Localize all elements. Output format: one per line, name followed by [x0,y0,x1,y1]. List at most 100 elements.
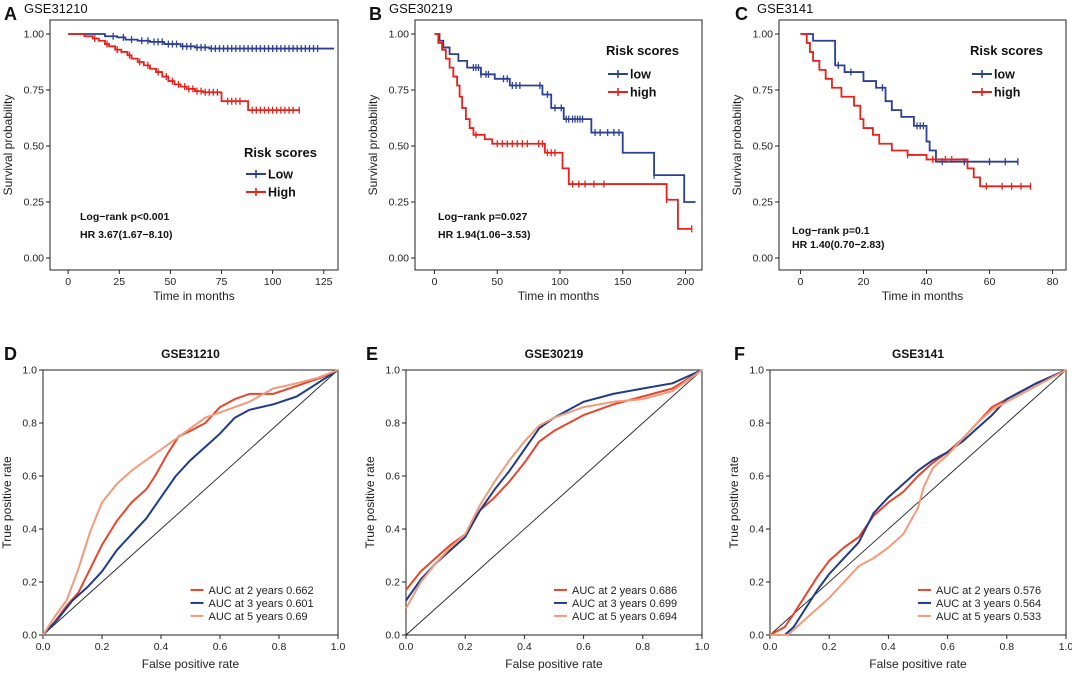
x-tick-label: 0 [798,276,804,288]
diagonal-reference-line [405,369,703,636]
y-tick-label: 0.8 [749,418,764,430]
km-panel-a: A GSE31210 0 25 50 75 100 125 0.00 0.25 0.50 0.75 1.… [1,1,339,303]
y-tick-label: 0.0 [385,630,400,642]
roc-curve-3 [770,369,1067,636]
plot-frame [42,369,339,636]
y-tick-label: 0.4 [22,524,37,536]
roc-panel-f: F GSE3141 0.0 0.2 0.4 0.6 0.8 1.0 0.0 0.2 0.4 0.6 0.… [727,344,1072,671]
legend-label: High [268,186,296,200]
x-tick-label: 50 [491,276,503,288]
y-tick-label: 0.6 [22,471,37,483]
legend-title: Risk scores [970,43,1043,58]
y-tick-label: 1.0 [749,365,764,377]
panel-title: GSE31210 [161,347,220,361]
x-axis-label: False positive rate [869,657,967,671]
x-tick-label: 1.0 [331,641,346,653]
x-tick-label: 1.0 [1059,641,1072,653]
x-tick-label: 0.4 [154,641,169,653]
y-tick-label: 0.50 [389,141,410,153]
y-tick-label: 1.00 [389,29,410,41]
x-tick-label: 25 [113,276,125,288]
y-tick-label: 0.75 [753,85,774,97]
survival-curve-high [434,33,692,230]
legend-label: AUC at 5 years 0.533 [936,611,1041,623]
y-tick-label: 0.2 [385,577,400,589]
x-tick-label: 0.0 [399,641,414,653]
panel-letter: C [735,4,748,24]
y-tick-label: 0.8 [385,418,400,430]
x-axis-label: False positive rate [142,657,240,671]
legend-label: AUC at 2 years 0.662 [209,585,314,597]
plot-frame [414,19,703,271]
legend-label: AUC at 3 years 0.601 [209,598,314,610]
y-tick-label: 0.0 [749,630,764,642]
survival-curve-low [434,33,696,203]
y-axis-label: Survival probability [1,95,15,196]
roc-curve-2 [42,369,339,636]
panel-title: GSE30219 [389,1,453,16]
roc-curve-2 [770,369,1067,636]
x-tick-label: 0.4 [881,641,896,653]
logrank-p-value: Log−rank p=0.027 [438,211,527,223]
y-tick-label: 1.00 [24,29,45,41]
panel-title: GSE3141 [892,347,944,361]
x-tick-label: 0.6 [576,641,591,653]
y-tick-label: 0.4 [749,524,764,536]
y-tick-label: 0.25 [389,197,410,209]
x-tick-label: 0 [432,276,438,288]
panel-title: GSE30219 [525,347,584,361]
legend-label: AUC at 5 years 0.694 [572,611,677,623]
plot-frame [778,19,1067,271]
y-tick-label: 0.25 [753,197,774,209]
x-tick-label: 0.2 [458,641,473,653]
x-tick-label: 150 [614,276,632,288]
x-tick-label: 0.8 [635,641,650,653]
x-axis-label: Time in months [153,289,235,303]
x-axis-label: Time in months [882,289,964,303]
legend-label: low [994,68,1015,82]
x-tick-label: 1.0 [695,641,710,653]
plot-frame [405,369,703,636]
x-axis-label: Time in months [518,289,600,303]
x-tick-label: 50 [165,276,177,288]
y-tick-label: 0.6 [385,471,400,483]
x-tick-label: 40 [921,276,933,288]
y-tick-label: 0.0 [22,630,37,642]
y-tick-label: 0.00 [24,253,45,265]
legend-label: AUC at 2 years 0.686 [572,585,677,597]
logrank-p-value: Log−rank p<0.001 [80,211,169,223]
y-tick-label: 1.0 [22,365,37,377]
roc-panel-d: D GSE31210 0.0 0.2 0.4 0.6 0.8 1.0 0.0 0.2 0.4 0.6 0… [0,344,345,671]
x-tick-label: 0.6 [940,641,955,653]
diagonal-reference-line [42,369,339,636]
legend-label: AUC at 5 years 0.69 [209,611,308,623]
x-tick-label: 0 [65,276,71,288]
y-tick-label: 0.75 [24,85,45,97]
y-axis-label: True positive rate [363,456,377,549]
y-tick-label: 0.00 [389,253,410,265]
y-tick-label: 0.4 [385,524,400,536]
x-tick-label: 0.0 [763,641,778,653]
roc-curve-3 [405,369,703,609]
x-tick-label: 125 [315,276,333,288]
panel-letter: A [4,4,17,24]
x-tick-label: 100 [264,276,282,288]
x-tick-label: 0.6 [213,641,228,653]
x-tick-label: 200 [677,276,695,288]
survival-curve-high [68,33,300,112]
survival-curve-low [800,33,1018,163]
km-panel-b: B GSE30219 0 50 100 150 200 0.00 0.25 0.50 0.75 1.0… [366,1,703,303]
y-tick-label: 0.8 [22,418,37,430]
hazard-ratio: HR 1.94(1.06−3.53) [438,229,531,241]
x-tick-label: 0.8 [999,641,1014,653]
y-tick-label: 0.25 [24,197,45,209]
x-tick-label: 0.2 [822,641,837,653]
x-tick-label: 0.4 [517,641,532,653]
y-axis-label: True positive rate [727,456,741,549]
x-tick-label: 0.2 [95,641,110,653]
panel-letter: D [4,344,17,364]
y-tick-label: 0.50 [753,141,774,153]
y-tick-label: 0.2 [749,577,764,589]
x-tick-label: 100 [551,276,569,288]
